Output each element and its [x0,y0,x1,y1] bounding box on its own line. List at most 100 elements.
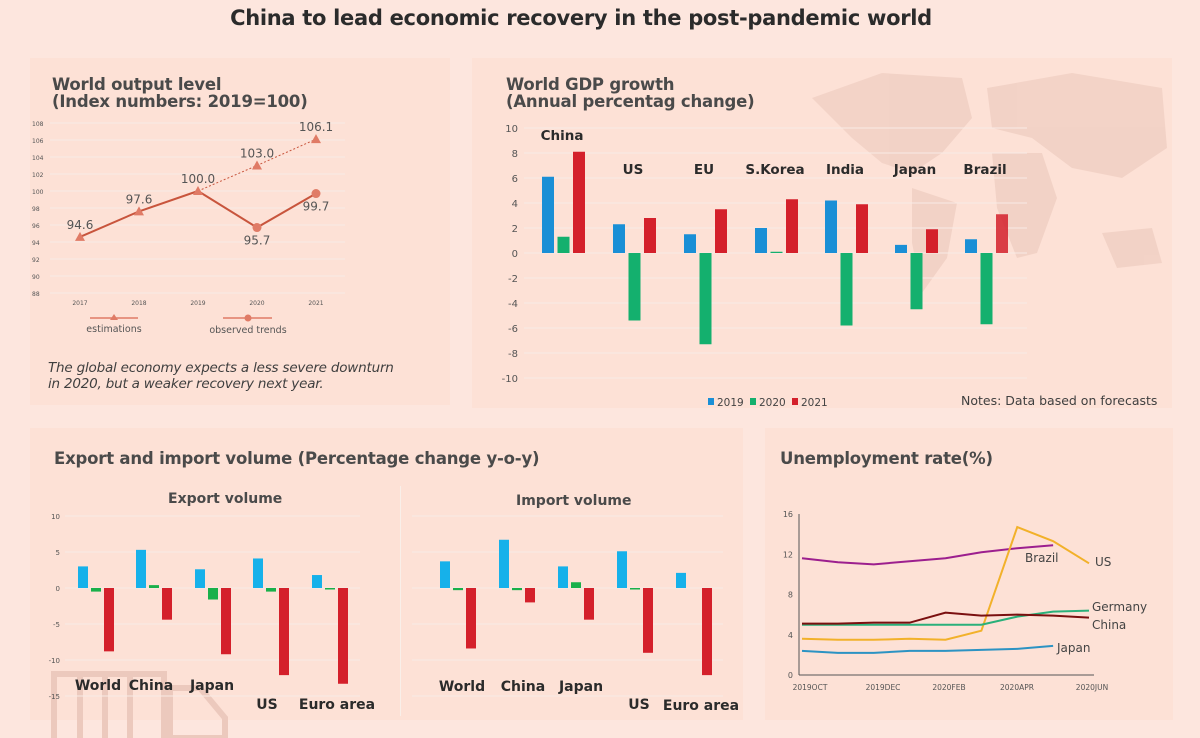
observed-data-label: 99.7 [303,200,330,214]
gdp-bar-2019 [965,239,977,253]
trade-bar-2020 [325,588,335,590]
y-tick-label: 16 [783,510,793,519]
series-label: China [1092,618,1126,632]
y-tick-label: 88 [32,291,40,298]
trade-bar-2021 [104,588,114,652]
legend-swatch [792,398,798,405]
y-tick-label: 4 [512,199,518,210]
x-tick-label: 2019 [190,300,205,307]
series-label: US [1095,555,1111,569]
gdp-bar-2021 [786,199,798,253]
map-africa [992,153,1057,258]
unemployment-title: Unemployment rate(%) [780,449,993,468]
export-volume-chart: -15 -10 -5 0 5 10 World China Japan US Euro area [49,513,376,713]
estimation-data-label: 94.6 [67,218,94,232]
gdp-growth-title-line2: (Annual percentag change) [506,92,755,111]
gdp-growth-title-line1: World GDP growth [506,75,675,94]
trade-bar-2020 [512,588,522,591]
legend-label: 2020 [759,397,786,408]
gdp-bar-2020 [840,253,853,326]
gdp-bar-2019 [613,224,625,253]
category-label: S.Korea [745,162,804,178]
y-tick-label: -8 [508,349,518,360]
y-tick-label: 8 [512,149,518,160]
category-label: US [623,162,644,178]
world-output-note-line2: in 2020, but a weaker recovery next year… [48,376,324,392]
y-tick-label: -2 [508,274,518,285]
gdp-bar-2021 [573,151,585,253]
line-japan [801,644,1054,654]
gdp-bar-2020 [770,251,783,253]
y-tick-label: 96 [32,223,40,230]
series-label: Brazil [1025,551,1059,565]
estimation-marker [75,231,85,241]
y-tick-label: 0 [788,671,793,680]
legend-observed-label: observed trends [209,325,286,336]
legend-swatch [750,398,756,405]
map-europe-asia [987,73,1167,178]
trade-bar-2019 [253,558,263,588]
world-output-title-line1: World output level [52,75,222,94]
y-tick-label: 10 [505,124,518,135]
x-tick-label: 2020APR [1000,683,1034,692]
category-label: China [129,678,173,694]
x-tick-label: 2020 [249,300,264,307]
unemployment-panel: Unemployment rate(%) 0 4 8 12 16 2019OCT 2019D… [765,428,1173,720]
trade-bar-2021 [221,588,231,655]
gdp-bar-2019 [755,228,767,253]
series-label: Germany [1092,600,1147,614]
y-tick-label: 92 [32,257,40,264]
trade-bar-2019 [136,549,146,588]
line-brazil [801,544,1054,566]
trade-bar-2021 [702,588,712,676]
y-tick-label: 102 [32,172,44,179]
trade-volume-title: Export and import volume (Percentage cha… [54,449,540,468]
estimation-marker [311,134,321,144]
trade-bar-2019 [617,551,627,588]
y-tick-label: 10 [51,513,60,521]
gdp-bar-2019 [684,234,696,253]
x-tick-label: 2021 [308,300,323,307]
y-tick-label: 8 [788,591,793,600]
gdp-bar-2021 [856,204,868,253]
category-label: Japan [558,679,603,695]
y-tick-label: -6 [508,324,518,335]
trade-divider [400,486,401,716]
export-volume-title: Export volume [168,491,283,507]
gdp-growth-panel: World GDP growth (Annual percentag chang… [472,58,1172,408]
category-label: China [501,679,545,695]
estimation-marker [134,206,144,216]
category-label: EU [694,162,714,178]
category-label: Euro area [299,697,375,713]
y-tick-label: 100 [32,189,44,196]
category-label: China [541,128,584,144]
trade-bar-2019 [499,539,509,588]
estimation-data-label: 106.1 [299,120,333,134]
trade-bar-2020 [208,588,218,600]
y-tick-label: -10 [502,374,518,385]
y-tick-label: 6 [512,174,518,185]
trade-bar-2020 [149,585,159,588]
y-tick-label: 12 [783,550,793,559]
legend-label: 2019 [717,397,744,408]
gdp-bar-2021 [644,218,656,253]
unemployment-chart: 0 4 8 12 16 2019OCT 2019DEC 2020FEB 2020APR 2020J… [783,510,1147,692]
series-label: Japan [1056,641,1090,655]
x-tick-label: 2020JUN [1076,683,1108,692]
gdp-bar-2021 [996,214,1008,253]
world-output-note-line1: The global economy expects a less severe… [48,360,394,376]
import-volume-chart: World China Japan US Euro area [412,515,739,714]
category-label: World [439,679,485,695]
x-tick-label: 2017 [72,300,87,307]
gdp-bar-2019 [895,244,907,253]
y-tick-label: 106 [32,138,44,145]
y-tick-label: 108 [32,121,44,128]
trade-bar-2019 [440,561,450,588]
x-tick-label: 2020FEB [932,683,965,692]
y-tick-label: 0 [56,585,60,593]
estimation-data-label: 100.0 [181,172,215,186]
observed-marker [252,223,262,233]
legend-estimations-label: estimations [86,324,141,335]
category-label: US [628,697,649,713]
line-us [801,525,1090,641]
